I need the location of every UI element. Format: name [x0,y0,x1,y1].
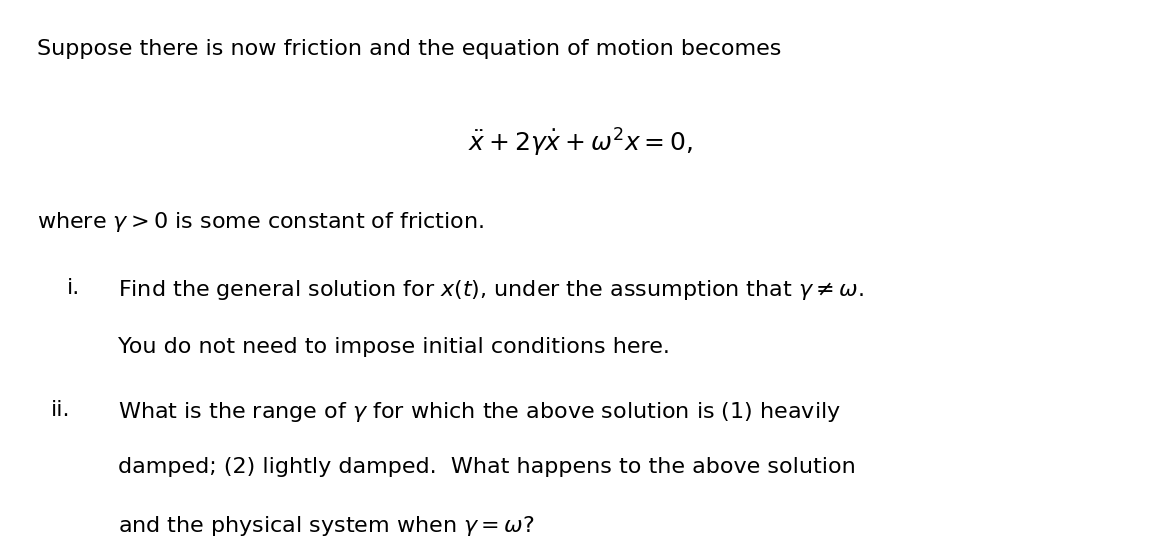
Text: i.: i. [66,278,80,298]
Text: You do not need to impose initial conditions here.: You do not need to impose initial condit… [119,337,670,357]
Text: What is the range of $\gamma$ for which the above solution is (1) heavily: What is the range of $\gamma$ for which … [119,399,841,424]
Text: Find the general solution for $x(t)$, under the assumption that $\gamma \neq \om: Find the general solution for $x(t)$, un… [119,278,865,302]
Text: where $\gamma > 0$ is some constant of friction.: where $\gamma > 0$ is some constant of f… [37,210,485,234]
Text: damped; (2) lightly damped.  What happens to the above solution: damped; (2) lightly damped. What happens… [119,457,856,476]
Text: $\ddot{x} + 2\gamma\dot{x} + \omega^2 x = 0,$: $\ddot{x} + 2\gamma\dot{x} + \omega^2 x … [468,127,694,159]
Text: and the physical system when $\gamma = \omega$?: and the physical system when $\gamma = \… [119,514,536,538]
Text: ii.: ii. [51,399,71,420]
Text: Suppose there is now friction and the equation of motion becomes: Suppose there is now friction and the eq… [37,39,782,59]
